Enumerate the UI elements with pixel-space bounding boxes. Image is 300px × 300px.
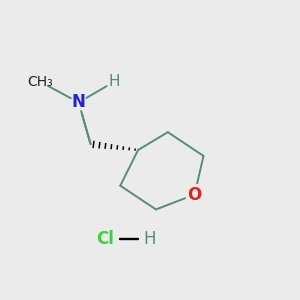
- Text: H: H: [144, 230, 156, 248]
- Text: CH₃: CH₃: [27, 75, 53, 88]
- Text: Cl: Cl: [97, 230, 114, 248]
- Text: N: N: [72, 93, 86, 111]
- Text: O: O: [188, 186, 202, 204]
- Text: O: O: [188, 186, 202, 204]
- Text: H: H: [109, 74, 120, 89]
